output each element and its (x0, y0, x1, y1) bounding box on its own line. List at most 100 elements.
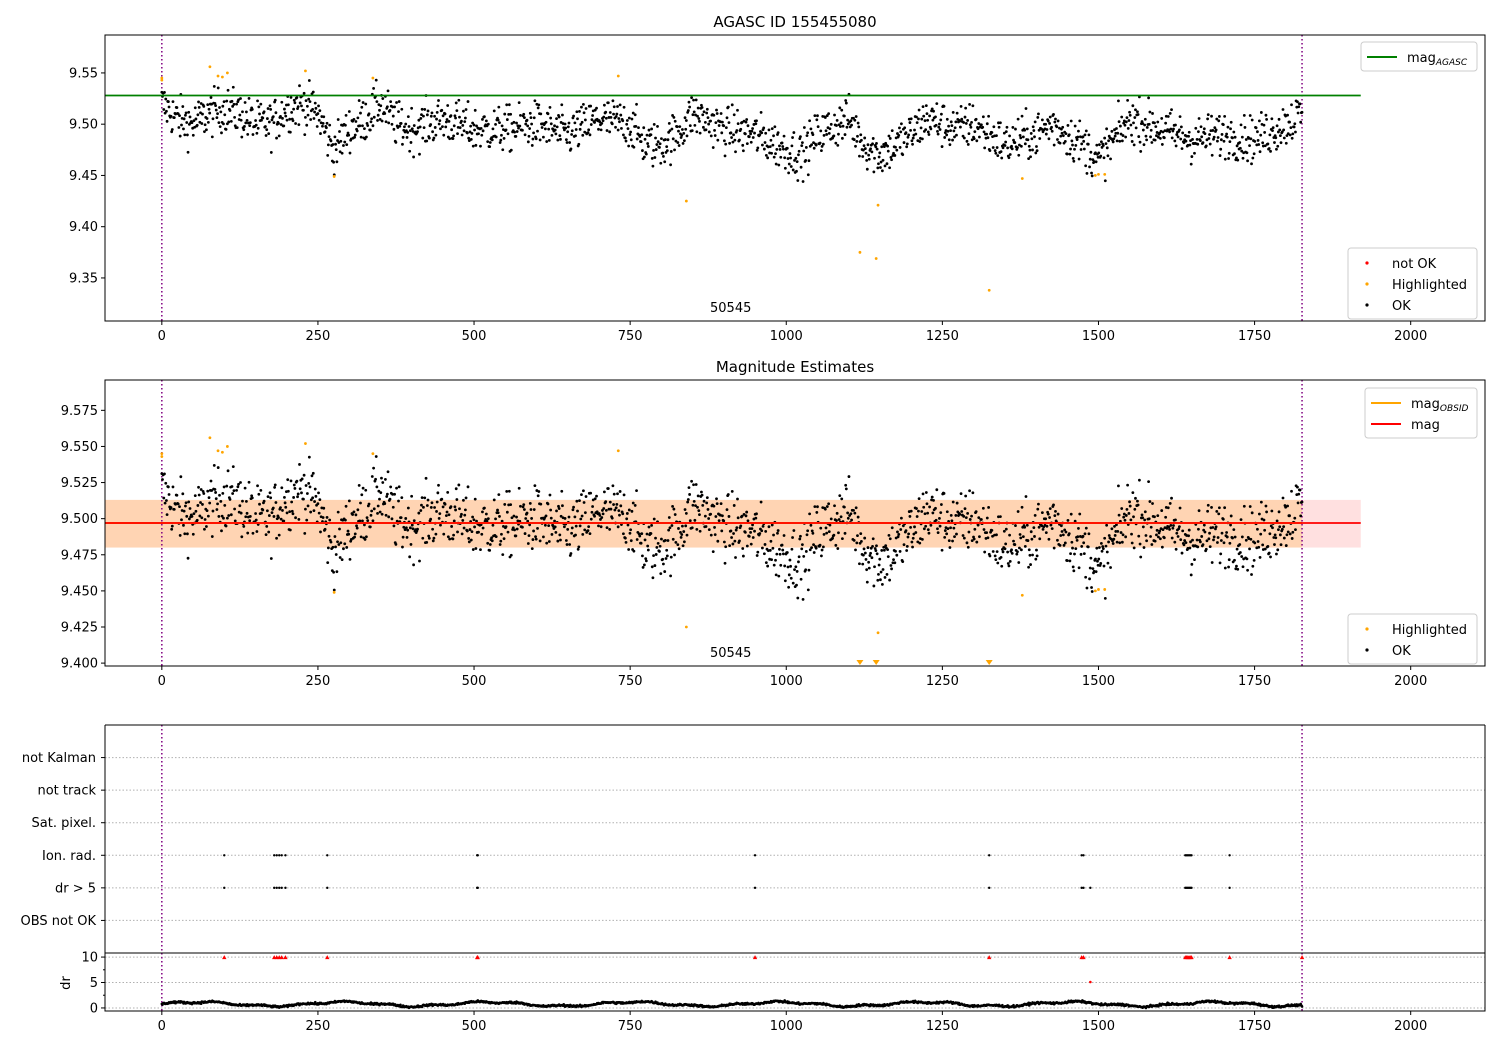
ok-point (835, 124, 838, 127)
ok-point (1124, 135, 1128, 139)
ok-point (486, 517, 490, 521)
ok-point (187, 110, 191, 114)
ok-point (332, 570, 336, 574)
ok-point (905, 545, 909, 548)
ok-point (858, 154, 861, 158)
ok-point (443, 112, 447, 116)
ok-point (682, 139, 686, 142)
ok-point (714, 121, 718, 125)
ok-point (573, 515, 577, 519)
ok-point (367, 502, 371, 506)
ok-point (479, 127, 483, 130)
ok-point (298, 487, 302, 491)
ok-point (334, 148, 338, 151)
ok-point (452, 134, 455, 138)
ok-point (622, 133, 625, 137)
ok-point (1132, 143, 1136, 147)
ok-point (1141, 516, 1145, 520)
ok-point (368, 525, 372, 529)
ok-point (475, 519, 478, 523)
ok-point (763, 543, 767, 546)
ok-point (1145, 138, 1149, 142)
ok-point (317, 104, 320, 108)
ok-point (990, 131, 994, 134)
ok-point (321, 124, 324, 128)
ok-point (195, 123, 199, 127)
ok-point (558, 134, 562, 138)
ok-point (536, 106, 540, 110)
ok-point (385, 495, 389, 498)
ok-point (477, 530, 480, 534)
ok-point (1174, 123, 1177, 127)
ok-point (724, 545, 728, 549)
ok-point (1278, 533, 1282, 537)
ok-point (1126, 126, 1130, 130)
ok-point (704, 128, 708, 132)
ok-point (1265, 510, 1269, 514)
ok-point (1219, 138, 1223, 142)
ok-point (791, 581, 795, 585)
ok-point (1044, 531, 1048, 534)
ok-point (1206, 117, 1209, 121)
ok-point (745, 510, 749, 514)
ok-point (197, 493, 201, 497)
ok-point (1016, 550, 1019, 554)
ok-point (589, 123, 593, 126)
ok-point (575, 110, 579, 114)
ok-point (1019, 536, 1023, 540)
ok-point (265, 128, 269, 132)
ok-point (789, 564, 792, 568)
ok-point (1001, 550, 1005, 554)
ok-point (959, 125, 962, 129)
ok-point (444, 120, 448, 124)
ok-point (1110, 527, 1114, 531)
ok-point (695, 527, 699, 531)
ok-point (1053, 120, 1057, 124)
ok-point (455, 109, 459, 113)
ok-point (782, 534, 786, 537)
ok-point (860, 138, 863, 142)
ok-point (446, 535, 450, 539)
ok-point (1197, 509, 1201, 513)
ok-point (997, 125, 1001, 129)
ok-point (1137, 534, 1141, 538)
ok-point (879, 570, 883, 574)
ok-point (509, 148, 513, 152)
ok-point (713, 134, 717, 137)
flag-point (280, 854, 283, 857)
ok-point (938, 524, 942, 528)
ok-point (374, 455, 378, 458)
ok-point (730, 136, 733, 139)
ok-point (1026, 138, 1030, 142)
ok-point (614, 115, 618, 118)
ok-point (728, 141, 732, 145)
ok-point (1088, 566, 1092, 570)
ok-point (1005, 125, 1009, 129)
ok-point (1191, 538, 1194, 542)
ok-point (454, 487, 458, 491)
ok-point (1107, 139, 1110, 143)
ok-point (814, 546, 818, 550)
ok-point (649, 133, 653, 137)
ok-point (439, 127, 442, 131)
ok-point (1297, 492, 1301, 496)
ok-point (832, 533, 836, 537)
ok-point (543, 523, 547, 527)
ok-point (397, 485, 401, 489)
ok-point (999, 150, 1003, 154)
ok-point (300, 477, 304, 481)
ok-point (364, 535, 368, 539)
legend-box (1347, 247, 1478, 320)
ok-point (602, 115, 606, 119)
category-label: not Kalman (22, 751, 96, 766)
ok-point (938, 128, 942, 131)
ok-point (660, 537, 663, 541)
ok-point (602, 507, 606, 510)
ok-point (589, 104, 593, 108)
ok-point (732, 113, 736, 117)
ok-point (439, 523, 442, 527)
ok-point (220, 514, 224, 518)
ok-point (303, 133, 307, 137)
ok-point (856, 515, 860, 519)
ok-point (973, 527, 977, 531)
